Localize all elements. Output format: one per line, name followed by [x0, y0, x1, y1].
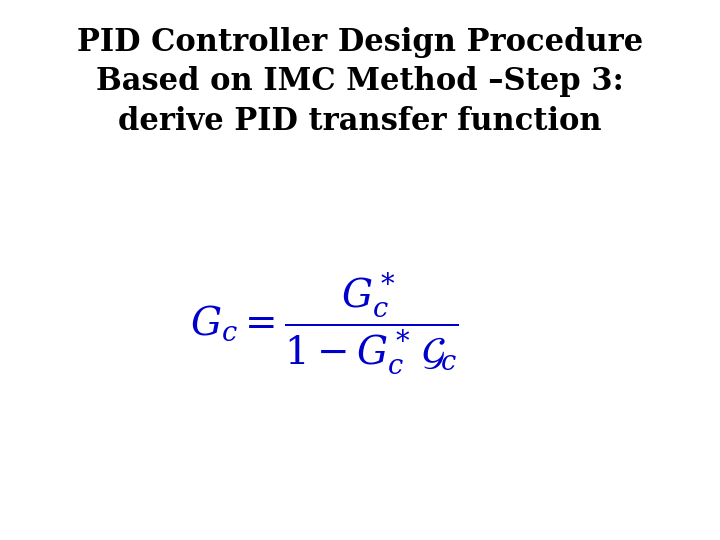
Text: PID Controller Design Procedure
Based on IMC Method –Step 3:
derive PID transfer: PID Controller Design Procedure Based on…	[77, 27, 643, 137]
Text: $G_c = \dfrac{G_c^*}{1 - G_c^*\,\mathcal{G}_{\!c}}$: $G_c = \dfrac{G_c^*}{1 - G_c^*\,\mathcal…	[189, 271, 459, 377]
